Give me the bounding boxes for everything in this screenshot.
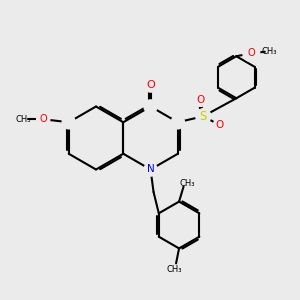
Text: O: O — [196, 95, 205, 105]
Text: CH₃: CH₃ — [15, 115, 31, 124]
Circle shape — [196, 109, 211, 124]
Circle shape — [144, 163, 157, 176]
Circle shape — [213, 118, 226, 132]
Text: CH₃: CH₃ — [262, 47, 277, 56]
Text: O: O — [39, 114, 47, 124]
Text: CH₃: CH₃ — [167, 265, 182, 274]
Text: N: N — [147, 164, 154, 175]
Circle shape — [194, 93, 207, 106]
Text: CH₃: CH₃ — [179, 179, 195, 188]
Text: O: O — [146, 80, 155, 91]
Circle shape — [171, 116, 184, 129]
Circle shape — [37, 112, 50, 126]
Text: O: O — [248, 48, 255, 58]
Circle shape — [243, 45, 260, 62]
Circle shape — [62, 116, 75, 129]
Text: S: S — [200, 110, 207, 123]
Text: O: O — [216, 120, 224, 130]
Circle shape — [144, 79, 157, 92]
Circle shape — [144, 100, 157, 113]
